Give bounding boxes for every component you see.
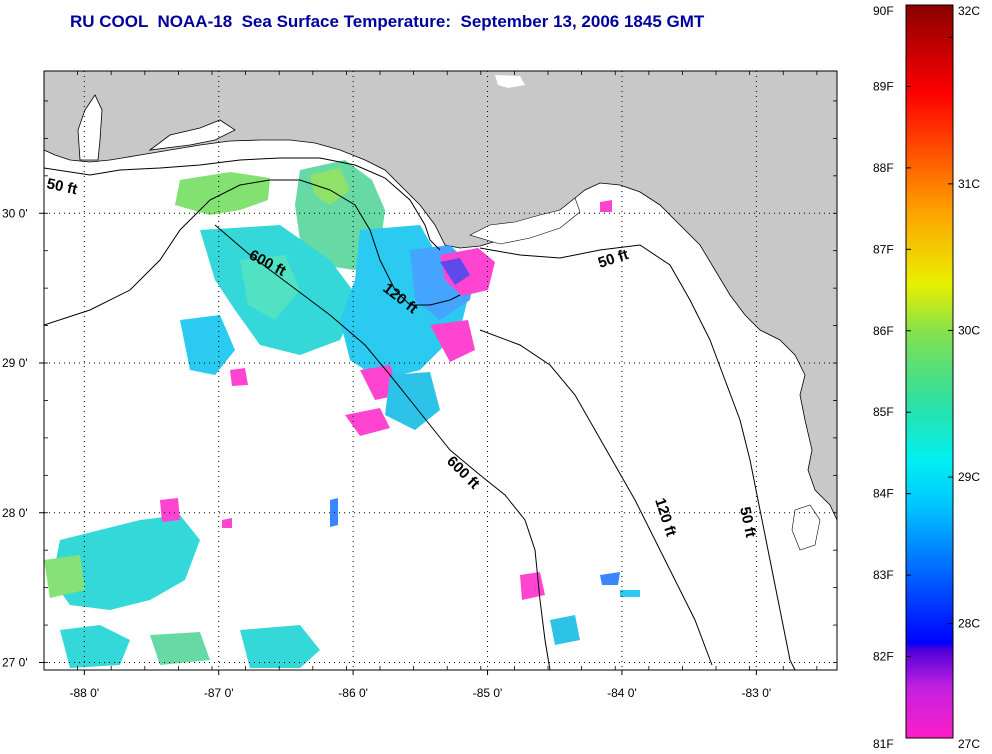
lat-tick-label: 30 0' (2, 206, 28, 220)
colorbar-fahrenheit-label: 89F (873, 79, 894, 93)
lat-tick-label: 27 0' (2, 656, 28, 670)
mobile-bay (77, 94, 103, 161)
lon-tick-label: -83 0' (742, 686, 772, 700)
tampa-bay (791, 504, 821, 551)
lon-tick-label: -84 0' (607, 686, 637, 700)
colorbar-fahrenheit-label: 90F (873, 4, 894, 18)
colorbar-fahrenheit-label: 85F (873, 405, 894, 419)
lat-tick-label: 29 0' (2, 356, 28, 370)
apalachee-bay (469, 197, 581, 245)
colorbar-fahrenheit-label: 88F (873, 161, 894, 175)
colorbar-celsius-label: 31C (958, 177, 980, 191)
colorbar-celsius-label: 29C (958, 470, 980, 484)
contour-label-50ft-south: 50 ft (736, 505, 759, 539)
colorbar-labels: 90F 89F 88F 87F 86F 85F 84F 83F 82F 81F 32C 31C 30C 2… (873, 4, 980, 751)
colorbar-fahrenheit-label: 86F (873, 324, 894, 338)
colorbar (905, 4, 954, 739)
island (495, 75, 525, 88)
graticule (39, 71, 837, 675)
colorbar-fahrenheit-label: 82F (873, 650, 894, 664)
lon-tick-label: -87 0' (204, 686, 234, 700)
lat-tick-label: 28 0' (2, 506, 28, 520)
colorbar-fahrenheit-label: 83F (873, 568, 894, 582)
colorbar-celsius-label: 28C (958, 617, 980, 631)
colorbar-fahrenheit-label: 81F (873, 737, 894, 751)
lon-tick-label: -86 0' (338, 686, 368, 700)
lon-tick-label: -88 0' (69, 686, 99, 700)
colorbar-fahrenheit-label: 87F (873, 242, 894, 256)
colorbar-celsius-label: 27C (958, 737, 980, 751)
map-title: RU COOL NOAA-18 Sea Surface Temperature:… (70, 12, 705, 31)
colorbar-celsius-label: 30C (958, 323, 980, 337)
contour-label-50ft-west: 50 ft (45, 175, 79, 198)
colorbar-celsius-label: 32C (958, 4, 980, 18)
lon-tick-label: -85 0' (473, 686, 503, 700)
colorbar-fahrenheit-label: 84F (873, 487, 894, 501)
axis-labels: -88 0' -87 0' -86 0' -85 0' -84 0' -83 0' 30 0… (2, 206, 771, 700)
coastal-bays (148, 119, 236, 151)
bathymetry-contours (44, 157, 796, 670)
sst-data (44, 160, 640, 668)
